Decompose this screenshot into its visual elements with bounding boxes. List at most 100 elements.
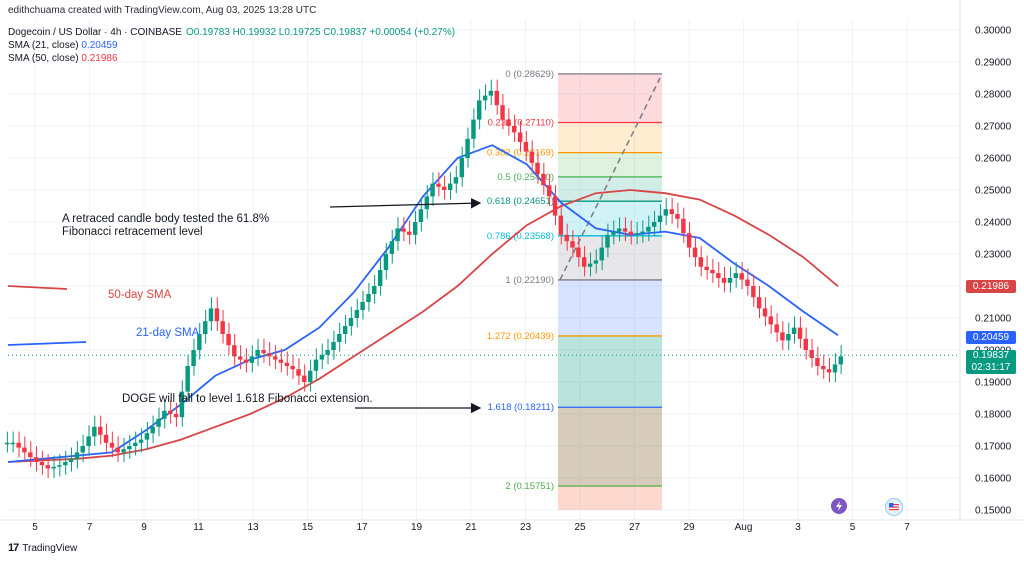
candle-body	[127, 446, 132, 450]
candle-body	[133, 442, 138, 446]
candle-body	[546, 185, 552, 197]
fib-level-label: 0 (0.28629)	[505, 69, 554, 80]
candle-body	[657, 215, 663, 222]
candle-body	[74, 452, 80, 459]
fib-level-label: 1 (0.22190)	[505, 275, 554, 286]
us-flag-icon[interactable]	[885, 498, 903, 516]
candle-body	[768, 316, 773, 325]
candle-body	[500, 105, 505, 120]
tradingview-logo[interactable]: 17 TradingView	[8, 542, 77, 554]
candle-body	[325, 350, 330, 355]
candle-body	[185, 366, 190, 392]
fib-level-label: 0.786 (0.23568)	[487, 231, 554, 242]
last-price-tag: 0.19837 02:31:17	[966, 350, 1016, 374]
fib-zone	[558, 279, 662, 336]
candle-body	[797, 327, 803, 339]
fib-zone	[558, 235, 662, 280]
price-tick-label: 0.23000	[975, 250, 1012, 261]
last-price: 0.19837	[972, 350, 1010, 361]
candle-body	[331, 342, 336, 350]
candle-body	[214, 308, 220, 322]
fib-level-label: 1.272 (0.20439)	[487, 331, 554, 342]
sma21-legend-text[interactable]: 21-day SMA	[136, 327, 200, 339]
candle-body	[319, 354, 325, 360]
retracement-note-line2: Fibonacci retracement level	[62, 226, 203, 238]
candle-body	[389, 241, 395, 254]
candle-body	[372, 286, 377, 294]
candle-body	[22, 447, 27, 453]
candle-body	[564, 234, 569, 242]
sma50-price-tag: 0.21986	[966, 280, 1016, 293]
candle-body	[226, 334, 231, 346]
time-tick-label: 3	[795, 522, 801, 533]
price-tick-label: 0.29000	[975, 58, 1012, 69]
candle-body	[98, 426, 103, 435]
candle-body	[733, 273, 739, 278]
candle-body	[290, 366, 295, 370]
candle-body	[238, 356, 243, 360]
time-tick-label: 27	[629, 522, 641, 533]
candle-body	[488, 90, 494, 96]
candle-body	[616, 228, 622, 232]
time-tick-label: 5	[32, 522, 38, 533]
candle-body	[511, 126, 517, 133]
candle-body	[395, 228, 400, 242]
symbol-title[interactable]: Dogecoin / US Dollar · 4h · COINBASE	[8, 27, 182, 38]
candle-body	[786, 334, 791, 341]
candle-body	[832, 364, 838, 373]
candle-body	[803, 338, 808, 350]
time-tick-label: Aug	[735, 522, 753, 533]
candle-body	[261, 350, 266, 354]
candle-body	[681, 218, 686, 234]
candle-body	[430, 183, 435, 197]
time-tick-label: 19	[411, 522, 423, 533]
annotation-arrows	[329, 198, 482, 414]
candle-body	[80, 446, 85, 453]
candle-body	[558, 215, 564, 235]
candle-body	[302, 375, 307, 382]
candle-body	[453, 177, 459, 184]
candle-body	[249, 356, 255, 363]
candle-body	[278, 359, 284, 363]
candle-body	[756, 297, 762, 309]
extension-note[interactable]: DOGE will fall to level 1.618 Fibonacci …	[122, 393, 373, 405]
candle-body	[179, 391, 185, 418]
fibonacci-tool: 0 (0.28629)0.236 (0.27110)0.382 (0.26169…	[487, 69, 662, 510]
sma50-legend-text[interactable]: 50-day SMA	[108, 289, 172, 301]
candle-body	[471, 119, 476, 139]
fib-trend-line	[559, 77, 661, 281]
candle-body	[243, 359, 249, 363]
time-tick-label: 11	[193, 522, 204, 533]
candle-body	[39, 462, 45, 466]
candle-body	[203, 321, 208, 334]
candle-body	[646, 226, 651, 232]
time-tick-label: 13	[247, 522, 259, 533]
candle-body	[576, 247, 581, 258]
candle-body	[162, 410, 167, 419]
candle-body	[704, 266, 709, 270]
candle-body	[115, 447, 120, 453]
candle-body	[232, 345, 237, 357]
sma50-indicator-label[interactable]: SMA (50, close)	[8, 53, 79, 64]
price-tick-label: 0.25000	[975, 186, 1012, 197]
candle-body	[692, 247, 698, 258]
tradingview-mark-icon: 17	[8, 542, 19, 554]
candle-body	[45, 465, 50, 469]
lightning-icon[interactable]	[831, 498, 847, 514]
fib-zone	[558, 176, 662, 202]
candle-body	[541, 174, 546, 186]
retracement-note[interactable]: A retraced candle body tested the 61.8% …	[62, 213, 269, 239]
candle-body	[716, 273, 721, 278]
arrow-to-618	[329, 198, 482, 209]
candle-body	[16, 442, 21, 448]
candle-body	[523, 142, 529, 152]
price-tick-label: 0.21000	[975, 314, 1012, 325]
candle-body	[751, 286, 756, 298]
sma-lines	[7, 144, 839, 463]
sma21-indicator-label[interactable]: SMA (21, close)	[8, 40, 79, 51]
candle-body	[465, 138, 470, 158]
candle-body	[92, 426, 97, 437]
candle-body	[138, 439, 144, 443]
time-tick-label: 23	[520, 522, 532, 533]
